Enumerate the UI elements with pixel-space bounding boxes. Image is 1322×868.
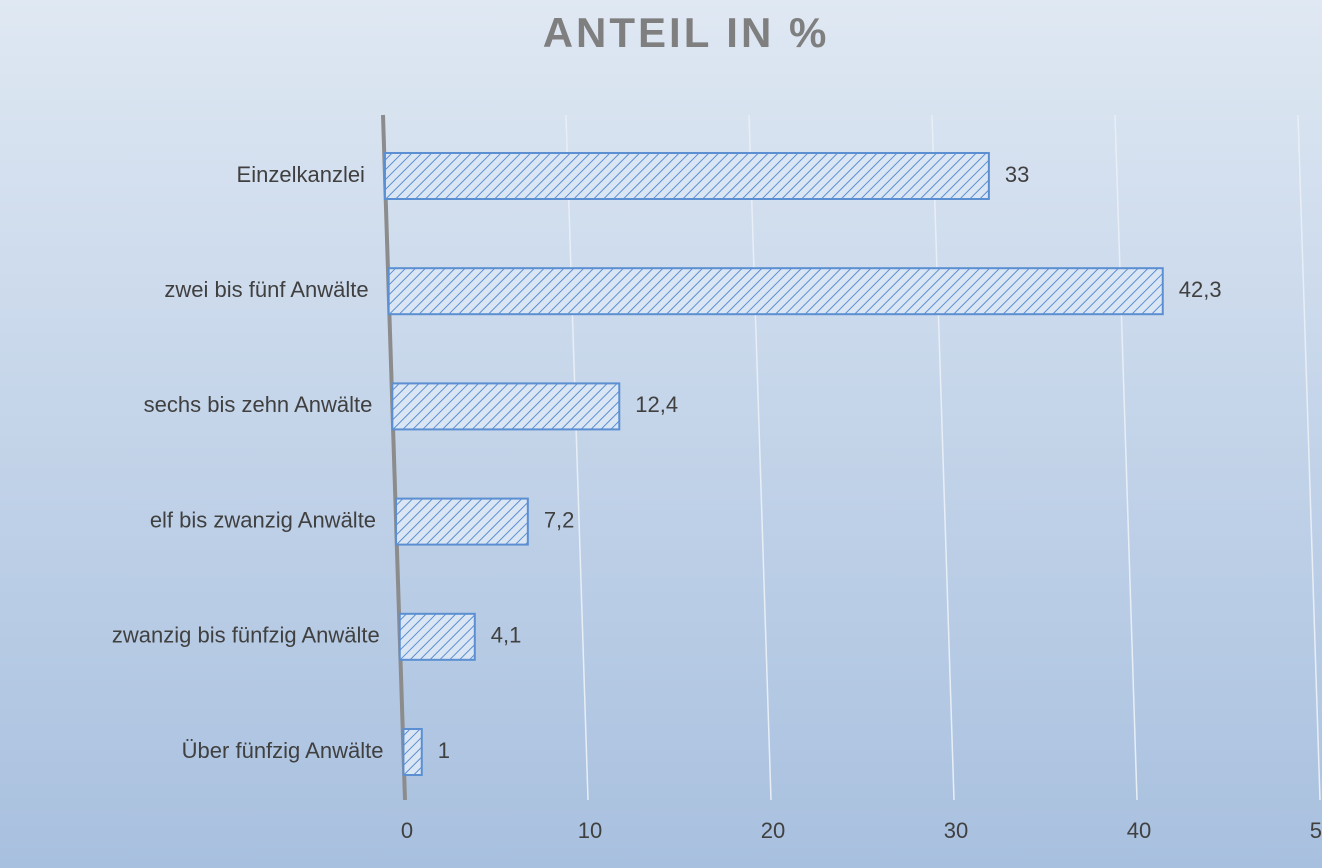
bar — [398, 612, 476, 661]
bar — [387, 267, 1164, 316]
category-label: elf bis zwanzig Anwälte — [150, 507, 376, 532]
grid-line — [931, 114, 955, 801]
data-label: 7,2 — [544, 507, 575, 532]
data-label: 4,1 — [491, 623, 522, 648]
grid-line — [565, 114, 589, 801]
x-tick-label: 50 — [1310, 818, 1322, 843]
x-tick-label: 0 — [401, 818, 413, 843]
x-tick-label: 30 — [944, 818, 968, 843]
category-label: zwei bis fünf Anwälte — [164, 277, 368, 302]
x-tick-label: 10 — [578, 818, 602, 843]
bar — [383, 152, 990, 200]
category-label: sechs bis zehn Anwälte — [144, 392, 373, 417]
data-label: 33 — [1005, 162, 1029, 187]
value-axis — [381, 114, 407, 801]
bar — [402, 728, 423, 776]
category-label: Einzelkanzlei — [237, 162, 365, 187]
x-tick-label: 40 — [1127, 818, 1151, 843]
x-tick-label: 20 — [761, 818, 785, 843]
grid-line — [1297, 114, 1321, 801]
data-label: 42,3 — [1179, 277, 1222, 302]
category-label: zwanzig bis fünfzig Anwälte — [112, 623, 380, 648]
grid-line — [1114, 114, 1138, 801]
data-label: 1 — [438, 738, 450, 763]
bar — [391, 382, 621, 431]
bar — [395, 497, 529, 546]
data-label: 12,4 — [635, 392, 678, 417]
grid-line — [748, 114, 772, 801]
category-label: Über fünfzig Anwälte — [182, 738, 384, 763]
chart-title: ANTEIL IN % — [543, 9, 830, 56]
